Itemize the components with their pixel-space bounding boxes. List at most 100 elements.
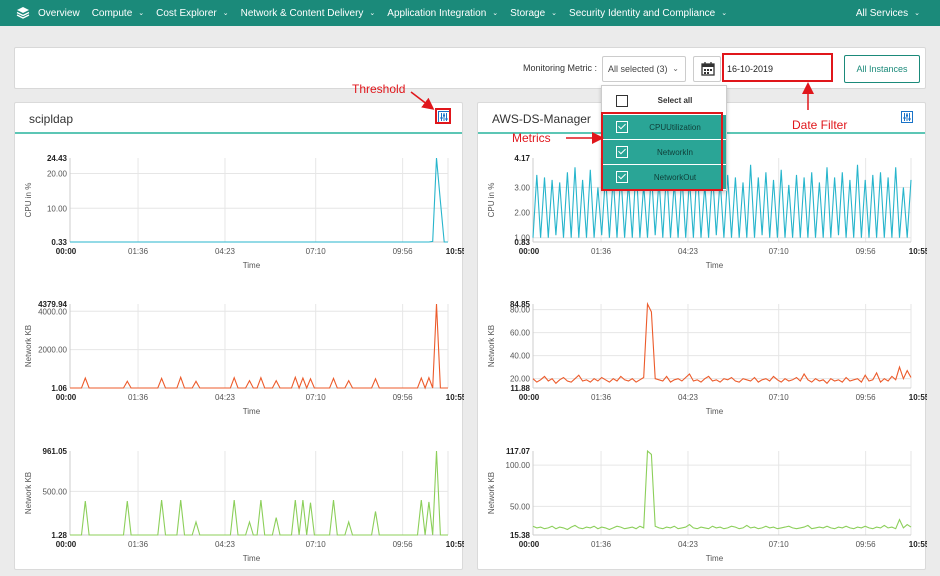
series-line-cpuutilization xyxy=(70,157,448,243)
y-tick-label: 1.00 xyxy=(514,234,530,243)
chevron-down-icon: ⌄ xyxy=(721,10,728,17)
y-min-label: 11.88 xyxy=(510,384,530,393)
x-tick-label: 09:56 xyxy=(856,540,877,549)
y-tick-label: 60.00 xyxy=(510,329,531,338)
y-tick-label: 40.00 xyxy=(510,352,531,361)
x-tick-label: 10:55 xyxy=(446,540,464,549)
calendar-button[interactable] xyxy=(693,56,721,82)
y-axis-label: CPU in % xyxy=(24,183,33,218)
x-tick-label: 01:36 xyxy=(591,393,612,402)
nav-all-services-label: All Services xyxy=(855,7,909,19)
y-max-label: 961.05 xyxy=(43,447,68,456)
y-max-label: 117.07 xyxy=(506,447,531,456)
nav-item-storage[interactable]: Storage ⌄ xyxy=(510,8,557,19)
metric-dropdown-menu: Select all CPUUtilization NetworkIn Netw… xyxy=(601,85,727,191)
y-min-label: 0.33 xyxy=(51,238,67,247)
date-filter-input[interactable]: 16-10-2019 xyxy=(724,56,832,82)
series-line-cpuutilization xyxy=(532,164,912,238)
threshold-settings-icon[interactable] xyxy=(901,111,913,123)
series-line-networkin xyxy=(532,301,912,385)
x-tick-label: 00:00 xyxy=(56,393,77,402)
threshold-highlight-box xyxy=(435,108,451,124)
chevron-down-icon: ⌄ xyxy=(222,10,229,17)
y-tick-label: 500.00 xyxy=(43,487,68,496)
nav-item-overview[interactable]: Overview xyxy=(38,8,80,19)
panel-title: scipldap xyxy=(29,112,74,126)
checkbox-checked-icon[interactable] xyxy=(616,171,628,183)
x-tick-label: 09:56 xyxy=(393,247,414,256)
nav-item-cost-explorer[interactable]: Cost Explorer ⌄ xyxy=(156,8,228,19)
nav-item-label: Storage xyxy=(510,7,546,19)
x-tick-label: 07:10 xyxy=(769,393,790,402)
instance-panel-scipldap: scipldap 20.00 10.00 24.43 0.33 00:00 01:36 04… xyxy=(14,102,464,570)
x-axis-label: Time xyxy=(706,554,724,563)
monitoring-metric-value: All selected (3) xyxy=(608,64,668,74)
x-tick-label: 04:23 xyxy=(678,393,699,402)
y-tick-label: 20.00 xyxy=(47,169,68,178)
x-tick-label: 09:56 xyxy=(856,393,877,402)
x-tick-label: 09:56 xyxy=(856,247,877,256)
y-max-label: 4379.94 xyxy=(38,300,67,309)
dropdown-option-label: NetworkOut xyxy=(653,172,697,182)
y-min-label: 1.06 xyxy=(51,384,67,393)
stack-logo-icon[interactable] xyxy=(16,6,30,20)
x-tick-label: 07:10 xyxy=(769,540,790,549)
dropdown-option-networkin[interactable]: NetworkIn xyxy=(602,139,726,164)
x-tick-label: 01:36 xyxy=(591,540,612,549)
y-max-label: 4.17 xyxy=(514,154,530,163)
nav-item-security-identity-compliance[interactable]: Security Identity and Compliance ⌄ xyxy=(569,8,727,19)
checkbox-unchecked-icon[interactable] xyxy=(616,94,628,107)
x-tick-label: 10:55 xyxy=(909,247,927,256)
x-tick-label: 07:10 xyxy=(306,247,327,256)
panel-title: AWS-DS-Manager xyxy=(492,112,591,126)
x-axis-label: Time xyxy=(243,261,261,270)
dropdown-option-networkout[interactable]: NetworkOut xyxy=(602,164,726,189)
y-tick-label: 80.00 xyxy=(510,306,531,315)
series-line-networkin xyxy=(70,303,448,390)
dropdown-option-label: CPUUtilization xyxy=(649,122,701,132)
y-max-label: 24.43 xyxy=(47,154,68,163)
x-tick-label: 00:00 xyxy=(519,247,540,256)
nav-item-network-content-delivery[interactable]: Network & Content Delivery ⌄ xyxy=(241,8,376,19)
dropdown-select-all[interactable]: Select all xyxy=(602,88,726,113)
dropdown-option-label: Select all xyxy=(657,96,693,105)
x-tick-label: 04:23 xyxy=(215,540,236,549)
series-line-networkout xyxy=(70,450,448,536)
nav-item-compute[interactable]: Compute ⌄ xyxy=(92,8,144,19)
x-tick-label: 09:56 xyxy=(393,393,414,402)
x-tick-label: 10:55 xyxy=(446,393,464,402)
nav-item-label: Security Identity and Compliance xyxy=(569,7,716,19)
x-axis-label: Time xyxy=(706,407,724,416)
x-axis-label: Time xyxy=(243,554,261,563)
x-tick-label: 10:55 xyxy=(909,393,927,402)
y-tick-label: 10.00 xyxy=(47,204,68,213)
x-tick-label: 00:00 xyxy=(56,247,77,256)
y-tick-label: 2.00 xyxy=(514,209,530,218)
nav-item-application-integration[interactable]: Application Integration ⌄ xyxy=(387,8,498,19)
x-tick-label: 01:36 xyxy=(128,540,149,549)
checkbox-checked-icon[interactable] xyxy=(616,146,628,158)
y-tick-label: 50.00 xyxy=(510,502,531,511)
nav-all-services[interactable]: All Services ⌄ xyxy=(856,8,920,19)
date-filter-annotation: Date Filter xyxy=(792,118,848,132)
checkbox-checked-icon[interactable] xyxy=(616,121,628,133)
nav-item-label: Cost Explorer xyxy=(156,7,217,19)
x-tick-label: 04:23 xyxy=(215,247,236,256)
y-axis-label: Network KB xyxy=(487,325,496,367)
date-filter-highlight-box xyxy=(722,53,833,82)
panel-title-underline xyxy=(15,132,462,134)
y-tick-label: 4000.00 xyxy=(38,307,67,316)
chevron-down-icon: ⌄ xyxy=(672,64,679,73)
monitoring-metric-label: Monitoring Metric : xyxy=(523,63,598,73)
y-min-label: 0.83 xyxy=(514,238,530,247)
all-instances-button[interactable]: All Instances xyxy=(844,55,920,83)
y-tick-label: 20.00 xyxy=(510,375,531,384)
dropdown-option-cpuutilization[interactable]: CPUUtilization xyxy=(602,114,726,139)
metrics-annotation: Metrics xyxy=(512,131,551,145)
x-tick-label: 01:36 xyxy=(591,247,612,256)
monitoring-metric-select[interactable]: All selected (3) ⌄ xyxy=(602,56,686,82)
